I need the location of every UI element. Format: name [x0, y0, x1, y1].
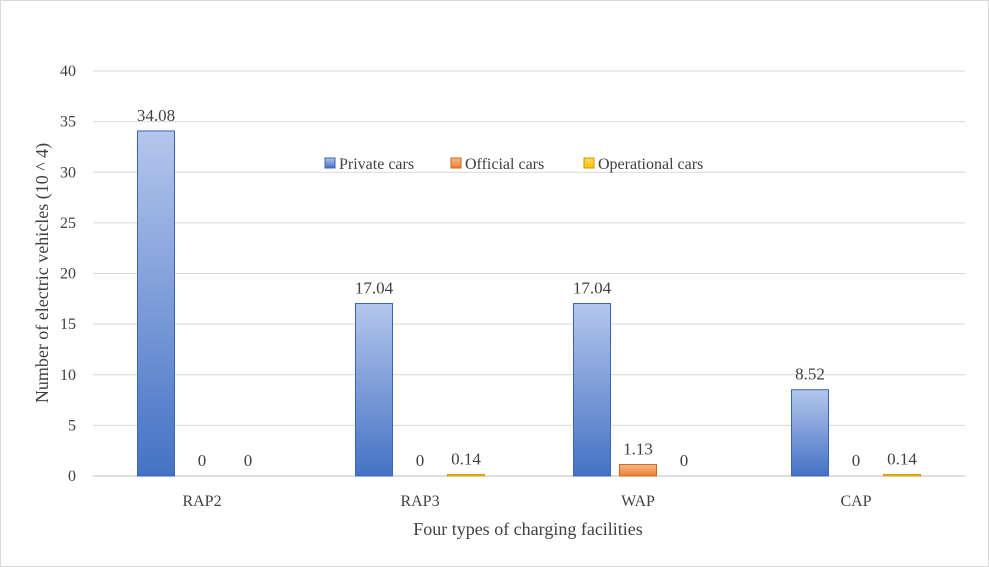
legend-swatch [450, 157, 462, 169]
bar-private-cars-rap2 [137, 130, 175, 477]
data-label: 0 [198, 451, 207, 470]
y-tick-label: 20 [60, 266, 76, 283]
legend-swatch [583, 157, 595, 169]
legend: Private cars Official cars Operational car… [324, 156, 703, 173]
bar-private-cars-rap3 [355, 302, 393, 477]
legend-label: Official cars [465, 156, 544, 173]
x-axis-title: Four types of charging facilities [413, 519, 643, 539]
x-axis-categories: RAP2 RAP3 WAP CAP [182, 493, 871, 510]
bar-official-cars-wap [619, 464, 657, 477]
data-label: 0.14 [451, 450, 481, 469]
data-label: 8.52 [795, 365, 825, 384]
legend-label: Operational cars [598, 156, 703, 173]
data-label: 34.08 [137, 106, 175, 125]
y-tick-label: 25 [60, 215, 76, 232]
y-tick-label: 30 [60, 164, 76, 181]
data-label: 17.04 [573, 278, 612, 297]
x-category-label: RAP3 [400, 493, 439, 510]
y-tick-label: 15 [60, 316, 76, 333]
y-tick-label: 40 [60, 63, 76, 80]
y-tick-label: 35 [60, 114, 76, 131]
data-label: 0 [852, 451, 861, 470]
legend-swatch [324, 157, 336, 169]
data-label: 17.04 [355, 278, 394, 297]
data-label: 0.14 [887, 450, 917, 469]
data-labels: 34.08 0 0 17.04 0 0.14 17.04 1.13 0 8.52 0 0.14 [137, 106, 918, 470]
data-label: 1.13 [623, 440, 653, 459]
bar-private-cars-cap [791, 389, 829, 477]
y-tick-label: 10 [60, 367, 76, 384]
bar-private-cars-wap [573, 302, 611, 477]
y-axis-ticks: 0 5 10 15 20 25 30 35 40 [60, 63, 76, 485]
x-category-label: WAP [621, 493, 655, 510]
legend-label: Private cars [339, 156, 414, 173]
y-tick-label: 0 [68, 468, 76, 485]
y-tick-label: 5 [68, 417, 76, 434]
bar-operational-cars-rap3 [447, 474, 485, 477]
data-label: 0 [416, 451, 425, 470]
bars [137, 130, 921, 477]
x-category-label: RAP2 [182, 493, 221, 510]
y-axis-title: Number of electric vehicles (10 ^ 4) [32, 143, 53, 403]
x-category-label: CAP [840, 493, 871, 510]
gridlines [93, 70, 965, 477]
data-label: 0 [680, 451, 689, 470]
data-label: 0 [244, 451, 253, 470]
bar-operational-cars-cap [883, 474, 921, 477]
